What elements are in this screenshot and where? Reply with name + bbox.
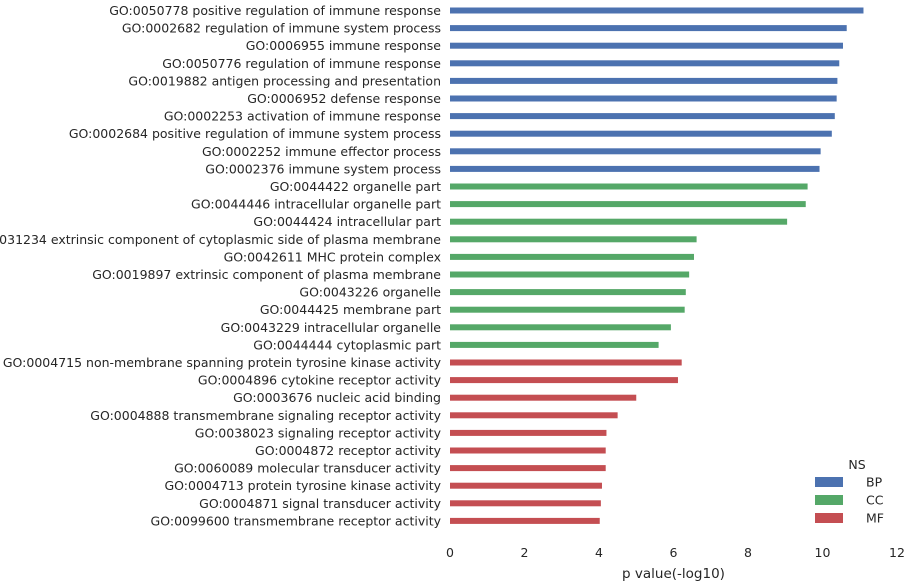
bar	[450, 218, 788, 225]
category-label: GO:0002252 immune effector process	[202, 144, 441, 159]
bar	[450, 500, 601, 507]
x-axis-title: p value(-log10)	[622, 566, 725, 582]
x-tick-label: 8	[744, 545, 752, 560]
x-tick-label: 2	[521, 545, 529, 560]
bar	[450, 130, 832, 137]
bar	[450, 306, 685, 313]
category-label: GO:0002376 immune system process	[205, 161, 441, 176]
bar	[450, 394, 637, 401]
bar	[450, 465, 606, 472]
category-label: GO:0004896 cytokine receptor activity	[198, 373, 442, 388]
category-label: GO:0044446 intracellular organelle part	[191, 197, 441, 212]
category-label: GO:0044424 intracellular part	[253, 214, 441, 229]
bar	[450, 95, 837, 102]
category-label: GO:0004872 receptor activity	[255, 443, 442, 458]
bar	[450, 236, 697, 243]
bar	[450, 253, 694, 260]
legend-swatch	[815, 477, 843, 487]
category-labels: GO:0050778 positive regulation of immune…	[0, 3, 442, 528]
bar	[450, 289, 686, 296]
legend-title: NS	[848, 457, 865, 472]
category-label: GO:0002682 regulation of immune system p…	[122, 21, 441, 36]
category-label: GO:0004871 signal transducer activity	[199, 496, 441, 511]
legend-swatch	[815, 513, 843, 523]
category-label: GO:0043226 organelle	[299, 285, 441, 300]
bars-group	[450, 7, 864, 524]
category-label: GO:0050776 regulation of immune response	[162, 56, 441, 71]
category-label: GO:0019882 antigen processing and presen…	[128, 73, 441, 88]
bar	[450, 165, 820, 172]
bar	[450, 113, 835, 120]
x-tick-label: 12	[889, 545, 905, 560]
category-label: GO:0002253 activation of immune response	[164, 109, 441, 124]
x-tick-label: 4	[595, 545, 603, 560]
bar	[450, 447, 606, 454]
legend-label: BP	[866, 475, 883, 490]
x-tick-label: 6	[670, 545, 678, 560]
legend-items: BP CC MF	[815, 475, 884, 526]
bar	[450, 429, 607, 436]
x-tick-label: 0	[446, 545, 454, 560]
category-label: GO:0002684 positive regulation of immune…	[69, 126, 441, 141]
category-label: GO:0044444 cytoplasmic part	[253, 337, 441, 352]
bar	[450, 482, 602, 489]
category-label: GO:0019897 extrinsic component of plasma…	[92, 267, 441, 282]
bar	[450, 42, 843, 49]
category-label: GO:0006955 immune response	[246, 38, 442, 53]
bar	[450, 201, 806, 208]
category-label: GO:0004713 protein tyrosine kinase activ…	[165, 478, 442, 493]
bar	[450, 359, 682, 366]
category-label: GO:0044422 organelle part	[270, 179, 441, 194]
category-label: GO:0006952 defense response	[247, 91, 441, 106]
category-label: GO:0004715 non-membrane spanning protein…	[3, 355, 442, 370]
category-label: GO:0042611 MHC protein complex	[224, 249, 441, 264]
x-tick-label: 10	[815, 545, 831, 560]
category-label: GO:0044425 membrane part	[260, 302, 441, 317]
category-label: GO:0004888 transmembrane signaling recep…	[90, 408, 441, 423]
bar	[450, 183, 808, 190]
bar	[450, 271, 690, 278]
bar	[450, 7, 864, 14]
legend-label: MF	[866, 511, 884, 526]
category-label: GO:0060089 molecular transducer activity	[174, 461, 442, 476]
category-label: GO:0043229 intracellular organelle	[221, 320, 442, 335]
bar	[450, 324, 671, 331]
bar	[450, 412, 618, 419]
category-label: GO:0031234 extrinsic component of cytopl…	[0, 232, 441, 247]
bar	[450, 377, 678, 384]
bar	[450, 341, 659, 348]
bar	[450, 517, 600, 524]
legend-label: CC	[866, 493, 884, 508]
bar	[450, 60, 840, 67]
bar	[450, 25, 847, 32]
category-label: GO:0003676 nucleic acid binding	[233, 390, 441, 405]
category-label: GO:0038023 signaling receptor activity	[195, 425, 442, 440]
category-label: GO:0050778 positive regulation of immune…	[109, 3, 441, 18]
legend-swatch	[815, 495, 843, 505]
category-label: GO:0099600 transmembrane receptor activi…	[151, 513, 442, 528]
bar	[450, 77, 838, 84]
legend: NS BP CC MF	[815, 457, 884, 526]
bar	[450, 148, 821, 155]
x-axis-ticks: 0 2 4 6 8 10 12	[446, 545, 905, 560]
